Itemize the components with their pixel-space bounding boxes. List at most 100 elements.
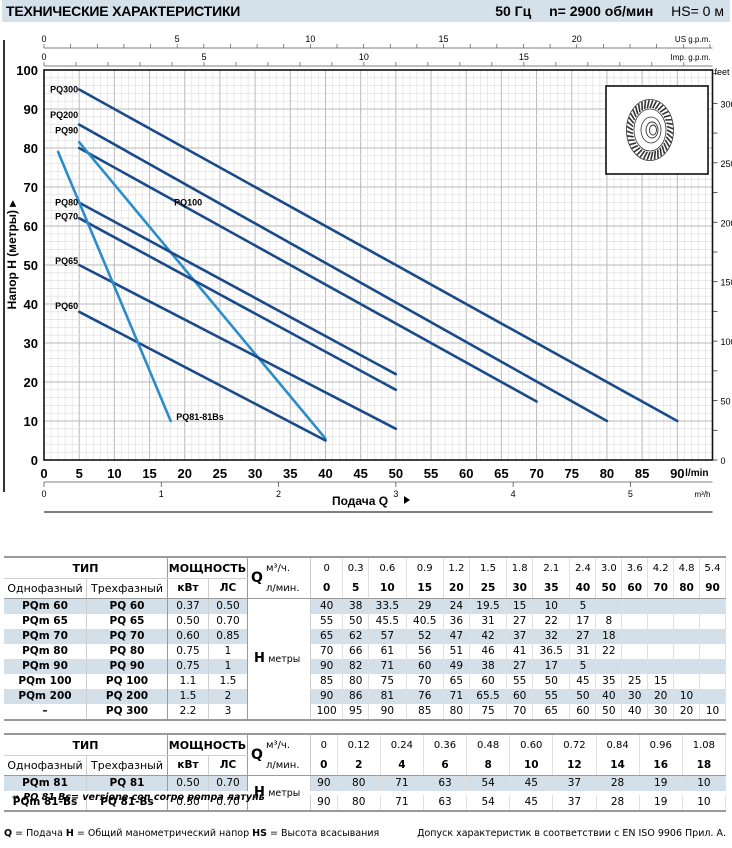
single-phase-model: – xyxy=(4,704,87,720)
q-m3h-value: 0.60 xyxy=(509,734,554,756)
head-value: 55 xyxy=(532,689,571,704)
power-hp: 0.50 xyxy=(208,598,248,614)
head-value: 51 xyxy=(443,644,470,659)
q-m3h-value: 4.2 xyxy=(647,557,675,579)
head-value: 38 xyxy=(469,659,508,674)
arrow-right-icon: ➠ xyxy=(12,792,24,803)
us-gpm-tick-label: 0 xyxy=(41,34,46,44)
x-tick-label: 75 xyxy=(565,466,579,481)
x-tick-label: 15 xyxy=(142,466,156,481)
head-value: 45.5 xyxy=(368,614,407,629)
head-value: 85 xyxy=(406,704,444,720)
series-line-pq100 xyxy=(77,146,538,403)
table-row: PQm 65 PQ 65 0.50 0.70 55 50 45.5 40.5 36 31 27 22 1… xyxy=(4,614,726,629)
q-lmin-value: 35 xyxy=(532,578,571,599)
head-value: 19 xyxy=(639,793,683,810)
us-gpm-label: US g.p.m. xyxy=(675,35,711,44)
head-value: 31 xyxy=(469,614,508,629)
head-value: 50 xyxy=(595,704,623,720)
head-value: 86 xyxy=(342,689,370,704)
power-kw: 1.5 xyxy=(167,689,209,704)
head-value: 95 xyxy=(342,704,370,720)
divider xyxy=(4,810,726,812)
head-value: 90 xyxy=(310,659,344,674)
head-value: 70 xyxy=(310,644,344,659)
x-tick-label: 55 xyxy=(424,466,438,481)
feet-tick-label: 50 xyxy=(721,397,731,407)
kw-header: кВт xyxy=(167,578,209,599)
power-hp: 3 xyxy=(208,704,248,720)
h-label: H метры xyxy=(247,775,311,810)
x-tick-label: 35 xyxy=(283,466,297,481)
head-value: 10 xyxy=(682,793,727,810)
head-value: 50 xyxy=(342,614,370,629)
x-tick-label: 40 xyxy=(318,466,332,481)
y-tick-label: 100 xyxy=(16,63,38,78)
q-m3h-value: 1.2 xyxy=(443,557,470,579)
table-row: PQm 90 PQ 90 0.75 1 90 82 71 60 49 38 27 17 5 xyxy=(4,659,726,674)
head-value: 10 xyxy=(532,598,571,614)
y-tick-label: 90 xyxy=(24,102,38,117)
q-lmin-value: 80 xyxy=(673,578,700,599)
three-phase-model: PQ 100 xyxy=(86,674,168,689)
head-value: 81 xyxy=(368,689,407,704)
x-tick-label: 50 xyxy=(389,466,403,481)
feet-tick-label: 300 xyxy=(721,99,732,109)
head-value: 66 xyxy=(342,644,370,659)
head-value xyxy=(647,614,675,629)
head-value: 52 xyxy=(406,629,444,644)
left-margin-bar xyxy=(3,40,5,492)
feet-tick-label: 150 xyxy=(721,278,732,288)
q-lmin-value: 14 xyxy=(596,755,640,776)
head-value xyxy=(647,644,675,659)
x-tick-label: 30 xyxy=(248,466,262,481)
power-hp: 0.85 xyxy=(208,629,248,644)
head-value: 61 xyxy=(368,644,407,659)
x-tick-label: 5 xyxy=(76,466,83,481)
head-value: 75 xyxy=(368,674,407,689)
single-phase-model: PQm 90 xyxy=(4,659,87,674)
head-value: 10 xyxy=(682,775,727,795)
power-hp: 0.70 xyxy=(208,793,248,810)
head-value: 45 xyxy=(569,674,597,689)
q-m3h-unit: м³/ч. xyxy=(266,734,311,756)
single-phase-model: PQm 200 xyxy=(4,689,87,704)
head-value xyxy=(621,629,649,644)
table-row: PQm 81-Bs PQ 81-Bs 0.50 0.70 90 80 71 63 54 45 37 2… xyxy=(4,793,727,810)
head-value: 20 xyxy=(647,689,675,704)
series-label: PQ65 xyxy=(55,256,78,266)
three-phase-model: PQ 70 xyxy=(86,629,168,644)
head-value: 27 xyxy=(506,614,534,629)
q-lmin-value: 30 xyxy=(506,578,534,599)
header-bar: ТЕХНИЧЕСКИЕ ХАРАКТЕРИСТИКИ 50 Гц n= 2900… xyxy=(2,0,730,22)
head-value: 29 xyxy=(406,598,444,614)
q-m3h-value: 1.8 xyxy=(506,557,534,579)
q-key: Q xyxy=(4,828,13,839)
head-value: 22 xyxy=(595,644,623,659)
suction-height-label: HS= 0 м xyxy=(671,3,724,19)
q-m3h-value: 2.1 xyxy=(532,557,571,579)
head-value: 25 xyxy=(621,674,649,689)
table-row: PQm 60 PQ 60 0.37 0.50 H метры 40 38 33.5 29 24 19… xyxy=(4,598,726,720)
m3h-tick-label: 3 xyxy=(393,489,398,499)
q-lmin-value: 5 xyxy=(342,578,370,599)
power-header: МОЩНОСТЬ xyxy=(167,557,248,579)
q-m3h-value: 0.84 xyxy=(596,734,640,756)
series-label: PQ60 xyxy=(55,301,78,311)
single-phase-model: PQm 81-Bs xyxy=(4,793,87,810)
head-value xyxy=(647,598,675,614)
x-tick-label: 25 xyxy=(213,466,227,481)
head-value: 32 xyxy=(532,629,571,644)
power-kw: 0.50 xyxy=(167,775,209,795)
head-value: 65 xyxy=(310,629,344,644)
hs-desc: = Высота всасывания xyxy=(266,828,380,839)
q-lmin-value: 10 xyxy=(368,578,407,599)
feet-axis-label: feet xyxy=(715,67,731,77)
head-value: 15 xyxy=(506,598,534,614)
q-m3h-value: 3.6 xyxy=(621,557,649,579)
head-value: 90 xyxy=(310,689,344,704)
q-m3h-value: 0 xyxy=(310,557,344,579)
q-lmin-value: 8 xyxy=(466,755,511,776)
brass-note: ➠ PQ 81 Bs= versione con corpo pompa лат… xyxy=(12,792,265,803)
y-tick-label: 10 xyxy=(24,414,38,429)
